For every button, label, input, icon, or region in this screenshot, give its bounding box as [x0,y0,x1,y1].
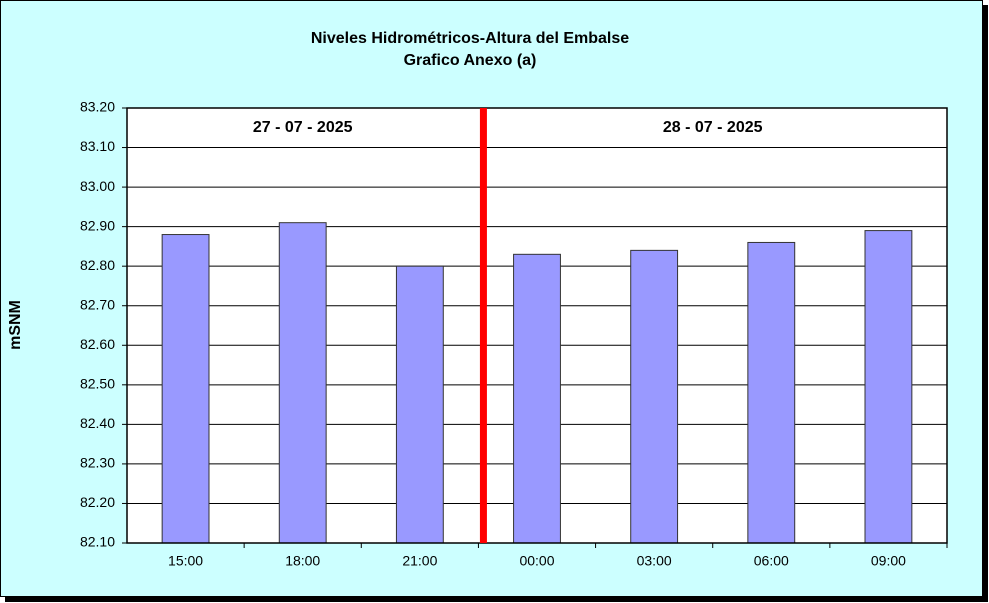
chart-title: Niveles Hidrométricos-Altura del Embalse [311,30,629,47]
x-tick-label: 18:00 [285,553,320,569]
x-tick-label: 15:00 [168,553,203,569]
x-tick-label: 03:00 [637,553,672,569]
bar [864,230,913,544]
plot-border [126,107,948,544]
bar [513,253,561,544]
y-tick-label: 82.80 [80,257,115,273]
bar [395,265,444,544]
y-tick-label: 82.30 [80,455,115,471]
y-tick-label: 82.70 [80,296,115,312]
y-tick-label: 82.60 [80,336,115,352]
y-tick-label: 82.20 [80,494,115,510]
x-tick-label: 06:00 [754,553,789,569]
y-tick-label: 83.10 [80,138,115,154]
group-label: 27 - 07 - 2025 [253,119,353,136]
y-axis-label: mSNM [7,300,24,350]
bar [630,249,679,544]
y-tick-label: 82.50 [80,376,115,392]
bar [278,222,327,544]
bar [161,234,210,544]
group-label: 28 - 07 - 2025 [663,119,763,136]
x-tick-label: 21:00 [402,553,437,569]
x-tick-label: 09:00 [871,553,906,569]
y-tick-label: 83.00 [80,178,115,194]
bar [747,241,796,544]
x-tick-label: 00:00 [519,553,554,569]
chart-subtitle: Grafico Anexo (a) [404,52,537,69]
y-tick-label: 82.10 [80,534,115,550]
y-tick-label: 82.90 [80,217,115,233]
y-tick-label: 83.20 [80,99,115,115]
y-tick-label: 82.40 [80,415,115,431]
